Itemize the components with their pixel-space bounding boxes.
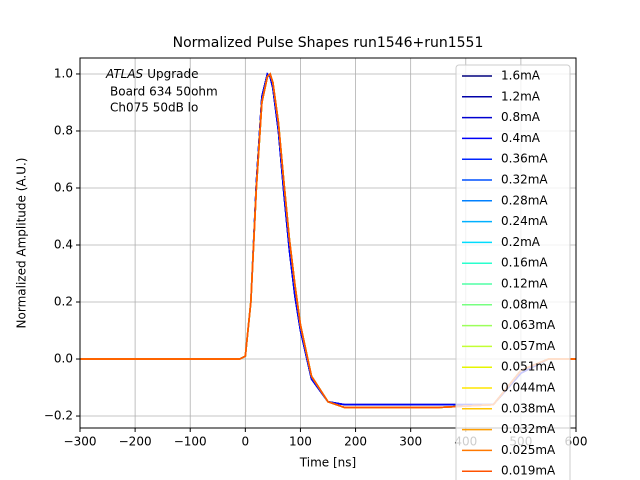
y-tick-label: 0.4 [54, 237, 73, 251]
axes-frame [79, 57, 577, 429]
legend-label: 0.044mA [501, 381, 556, 395]
plot-lines [80, 72, 576, 409]
x-tick-label: −300 [64, 435, 97, 449]
chart-title: Normalized Pulse Shapes run1546+run1551 [173, 35, 484, 51]
x-axis-label: Time [ns] [299, 456, 356, 470]
y-tick-label: 0.2 [54, 295, 73, 309]
legend-label: 0.032mA [501, 422, 556, 436]
legend: 1.6mA 1.2mA 0.8mA 0.4mA 0.36mA 0.32mA 0.28mA 0.… [455, 64, 571, 480]
y-tick-label: 1.0 [54, 66, 73, 80]
legend-label: 0.16mA [501, 256, 548, 270]
legend-label: 0.057mA [501, 339, 556, 353]
annotation-line: Board 634 50ohm [110, 85, 218, 99]
legend-label: 0.025mA [501, 443, 556, 457]
legend-label: 1.2mA [501, 89, 541, 103]
annotation-italic: ATLAS [105, 67, 144, 81]
annotation: ATLAS Upgrade [105, 67, 199, 81]
legend-label: 1.6mA [501, 69, 541, 83]
legend-label: 0.08mA [501, 297, 548, 311]
legend-label: 0.063mA [501, 318, 556, 332]
legend-label: 0.019mA [501, 464, 556, 478]
legend-label: 0.038mA [501, 401, 556, 415]
legend-frame [455, 64, 571, 480]
legend-label: 0.8mA [501, 110, 541, 124]
y-tick-label: 0.8 [54, 123, 73, 137]
legend-label: 0.051mA [501, 360, 556, 374]
legend-label: 0.24mA [501, 214, 548, 228]
x-tick-label: 300 [399, 435, 422, 449]
annotation-line: Ch075 50dB lo [110, 101, 198, 115]
legend-label: 0.4mA [501, 131, 541, 145]
legend-label: 0.12mA [501, 277, 548, 291]
x-tick-label: 200 [344, 435, 367, 449]
legend-label: 0.36mA [501, 152, 548, 166]
y-tick-label: −0.2 [44, 409, 73, 423]
legend-label: 0.2mA [501, 235, 541, 249]
x-tick-label: 0 [242, 435, 250, 449]
legend-label: 0.28mA [501, 193, 548, 207]
annotation-text: Upgrade [147, 67, 198, 81]
series-line [80, 72, 576, 409]
legend-label: 0.32mA [501, 173, 548, 187]
y-tick-label: 0.0 [54, 352, 73, 366]
x-tick-label: −200 [119, 435, 152, 449]
x-tick-label: 100 [289, 435, 312, 449]
x-tick-label: −100 [174, 435, 207, 449]
y-tick-label: 0.6 [54, 180, 73, 194]
y-axis-label: Normalized Amplitude (A.U.) [15, 158, 29, 329]
